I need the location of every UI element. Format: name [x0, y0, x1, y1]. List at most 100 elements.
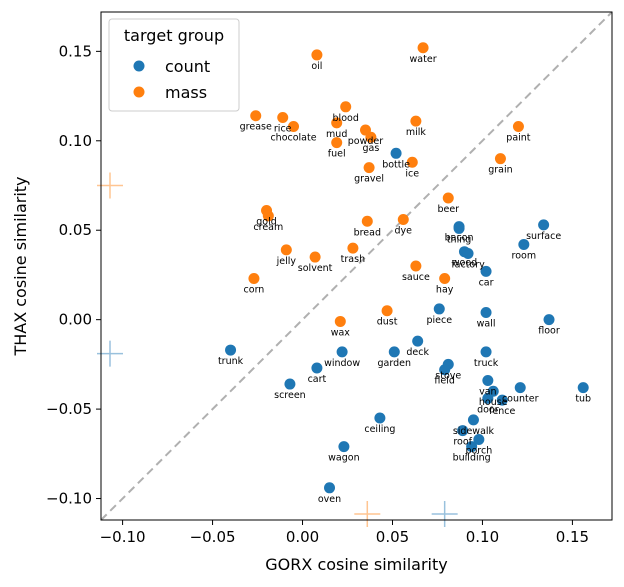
point-label-dust: dust	[377, 317, 398, 328]
points-layer	[225, 42, 589, 494]
point-chocolate	[288, 120, 300, 132]
y-tick-label: 0.05	[59, 221, 92, 239]
point-label-wall: wall	[477, 319, 496, 330]
crosshair-mass-x	[354, 501, 381, 527]
point-thing	[453, 222, 465, 234]
point-tub	[577, 382, 589, 394]
point-label-blood: blood	[333, 113, 359, 124]
x-tick-label: 0.00	[286, 528, 319, 546]
x-axis-title: GORX cosine similarity	[265, 555, 447, 574]
point-label-powder: powder	[348, 136, 383, 147]
point-deck	[412, 335, 424, 347]
point-label-beer: beer	[437, 204, 459, 215]
point-label-tub: tub	[575, 394, 591, 405]
point-label-wax: wax	[331, 327, 351, 338]
point-label-deck: deck	[406, 347, 429, 358]
point-label-ceiling: ceiling	[364, 424, 395, 435]
point-label-counter: counter	[502, 394, 539, 405]
x-tick-label: −0.05	[190, 528, 236, 546]
point-label-surface: surface	[526, 231, 561, 242]
diagonal-layer	[100, 11, 613, 521]
point-wall	[480, 307, 492, 319]
point-floor	[543, 314, 555, 326]
legend-marker-mass	[133, 86, 145, 98]
point-gas	[365, 131, 377, 143]
point-label-sauce: sauce	[402, 272, 430, 283]
x-tick-label: 0.15	[556, 528, 589, 546]
ticks-layer: −0.10 −0.05 0.00 0.05 0.10 0.15 −0.10 −0.05 0.00…	[46, 42, 589, 546]
point-car	[480, 265, 492, 277]
point-label-roof: roof	[453, 437, 472, 448]
point-counter	[514, 382, 526, 394]
point-jelly	[280, 244, 292, 256]
point-sauce	[410, 260, 422, 272]
legend: target group count mass	[108, 18, 240, 112]
point-trash	[347, 242, 359, 254]
point-garden	[388, 346, 400, 358]
point-label-hay: hay	[436, 285, 454, 296]
point-oil	[311, 49, 323, 61]
point-bread	[361, 215, 373, 227]
point-bottle	[390, 147, 402, 159]
point-label-bottle: bottle	[382, 159, 410, 170]
point-cream	[262, 210, 274, 222]
point-surface	[538, 219, 550, 231]
point-label-cream: cream	[253, 222, 283, 233]
point-building	[466, 441, 478, 453]
point-paint	[512, 120, 524, 132]
plot-frame	[100, 11, 613, 521]
y-tick-label: 0.00	[59, 311, 92, 329]
point-fence	[496, 394, 508, 406]
point-label-bacon: bacon	[445, 233, 474, 244]
point-label-jelly: jelly	[276, 256, 297, 267]
point-label-ice: ice	[405, 168, 419, 179]
point-fuel	[331, 137, 343, 149]
point-label-wagon: wagon	[328, 453, 359, 464]
point-field	[439, 364, 451, 376]
point-label-field: field	[434, 376, 455, 387]
y-tick-label: 0.10	[59, 132, 92, 150]
point-label-grain: grain	[488, 165, 512, 176]
point-label-truck: truck	[474, 358, 499, 369]
point-label-trunk: trunk	[218, 356, 244, 367]
x-tick-label: −0.10	[100, 528, 146, 546]
legend-title: target group	[124, 26, 224, 45]
point-label-piece: piece	[426, 315, 452, 326]
y-axis-title: THAX cosine similarity	[11, 176, 30, 356]
point-solvent	[309, 251, 321, 263]
point-blood	[340, 101, 352, 113]
point-sidewalk	[467, 414, 479, 426]
point-ice	[406, 156, 418, 168]
point-window	[336, 346, 348, 358]
point-label-paint: paint	[506, 132, 531, 143]
point-label-solvent: solvent	[298, 263, 333, 274]
point-label-milk: milk	[406, 127, 427, 138]
point-label-fence: fence	[489, 406, 515, 417]
x-tick-label: 0.10	[466, 528, 499, 546]
point-door	[482, 392, 494, 404]
point-label-rice: rice	[274, 124, 292, 135]
point-label-gold: gold	[256, 217, 277, 228]
point-dust	[381, 305, 393, 317]
point-label-building: building	[453, 453, 491, 464]
legend-label-mass: mass	[165, 83, 207, 102]
point-label-mud: mud	[326, 129, 347, 140]
point-label-chocolate: chocolate	[270, 132, 316, 143]
point-label-gas: gas	[362, 143, 379, 154]
point-label-floor: floor	[538, 326, 560, 337]
y-tick-label: 0.15	[59, 42, 92, 60]
point-room	[518, 239, 530, 251]
point-gravel	[363, 162, 375, 174]
point-label-water: water	[410, 54, 437, 65]
y-tick-label: −0.05	[46, 400, 92, 418]
point-factory	[462, 247, 474, 259]
point-label-van: van	[479, 386, 496, 397]
point-van	[482, 374, 494, 386]
point-label-window: window	[324, 358, 360, 369]
point-grease	[250, 110, 262, 122]
point-oven	[324, 482, 336, 494]
point-label-trash: trash	[341, 254, 365, 265]
